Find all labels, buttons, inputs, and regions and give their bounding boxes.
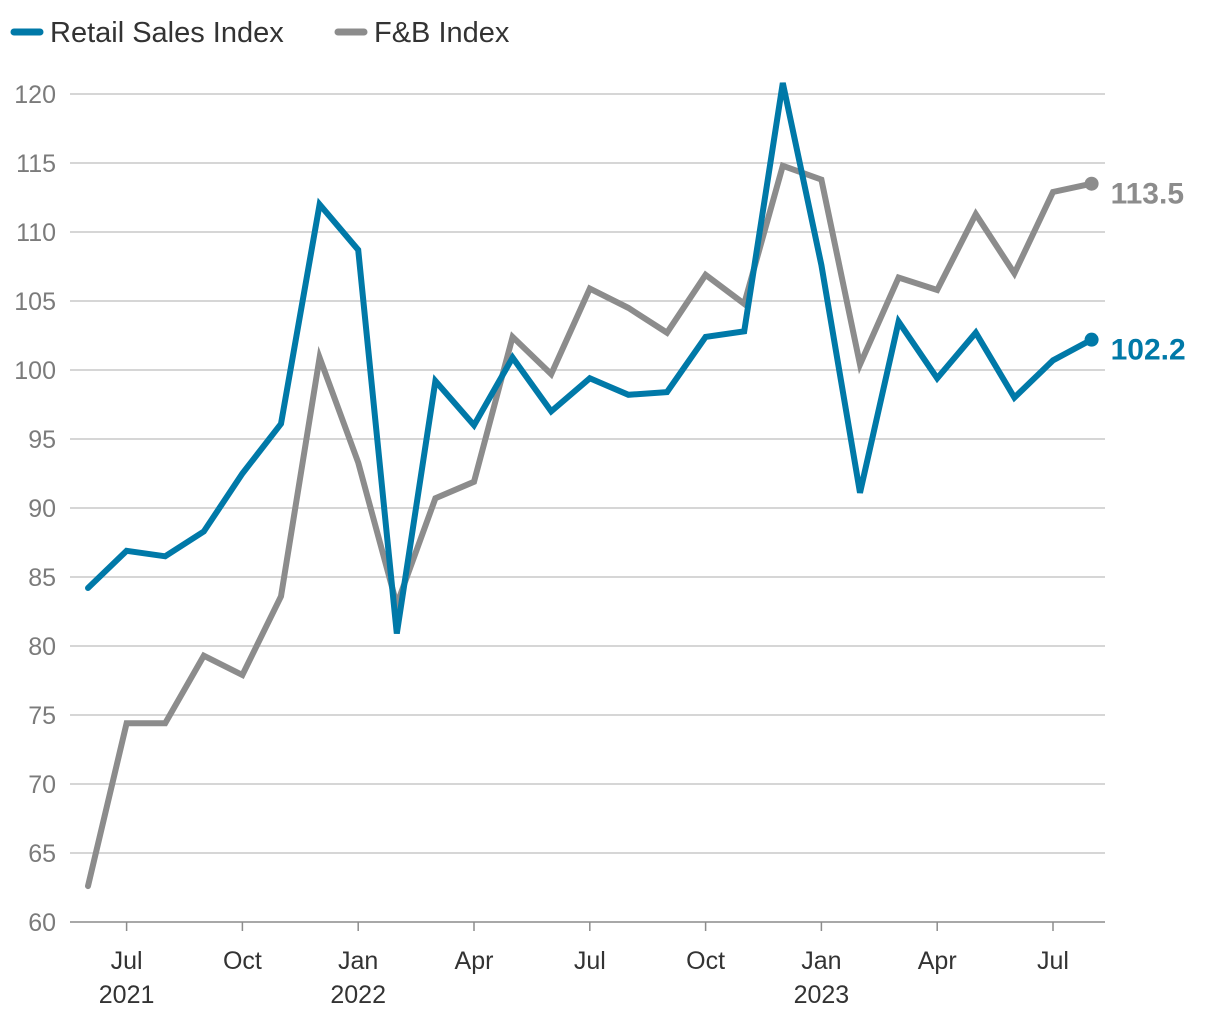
y-tick-label-120: 120 <box>14 81 56 109</box>
gridlines <box>70 93 1105 854</box>
series-end-point-retail-sales-index <box>1084 332 1099 347</box>
y-tick-label-85: 85 <box>28 564 56 592</box>
y-tick-label-75: 75 <box>28 702 56 730</box>
x-tick-year-2022: 2022 <box>330 981 386 1009</box>
x-tick-label-jul-13: Jul <box>574 947 606 975</box>
y-tick-label-110: 110 <box>16 219 56 247</box>
x-tick-label-apr-10: Apr <box>455 947 494 975</box>
y-tick-label-80: 80 <box>28 633 56 661</box>
legend-label-retail: Retail Sales Index <box>50 17 284 49</box>
y-tick-label-105: 105 <box>14 288 56 316</box>
x-tick-label-jan-7: Jan <box>338 947 378 975</box>
x-tick-label-jul-1: Jul <box>111 947 143 975</box>
x-tick-label-jul-25: Jul <box>1037 947 1069 975</box>
y-tick-label-60: 60 <box>28 909 56 937</box>
x-tick-label-oct-16: Oct <box>686 947 725 975</box>
series-end-point-f-b-index <box>1084 176 1099 191</box>
x-tick-label-oct-4: Oct <box>223 947 262 975</box>
series-line-f-b-index <box>85 161 1095 890</box>
x-tick-label-jan-19: Jan <box>801 947 841 975</box>
x-axis: Jul 2021 Oct Jan 2022 Apr Jul Oct Jan 2023 Apr Jul <box>70 921 1105 1009</box>
y-axis: 60 65 70 75 80 85 90 95 100 105 110 115 120 <box>14 81 56 937</box>
x-tick-year-2023: 2023 <box>794 981 850 1009</box>
y-tick-label-70: 70 <box>28 771 56 799</box>
series-line-retail-sales-index <box>85 82 1095 635</box>
x-tick-label-apr-22: Apr <box>918 947 957 975</box>
legend-label-fnb: F&B Index <box>374 17 510 49</box>
x-tick-year-2021: 2021 <box>99 981 155 1009</box>
end-labels: 113.5 102.2 <box>1111 178 1186 367</box>
legend: Retail Sales Index F&B Index <box>10 17 510 49</box>
y-tick-label-100: 100 <box>14 357 56 385</box>
end-label-retail-sales-index: 102.2 <box>1111 334 1186 367</box>
y-tick-label-115: 115 <box>16 150 56 178</box>
series-group <box>85 82 1099 890</box>
y-tick-label-90: 90 <box>28 495 56 523</box>
end-label-f-b-index: 113.5 <box>1111 178 1184 211</box>
y-tick-label-65: 65 <box>28 840 56 868</box>
y-tick-label-95: 95 <box>28 426 56 454</box>
